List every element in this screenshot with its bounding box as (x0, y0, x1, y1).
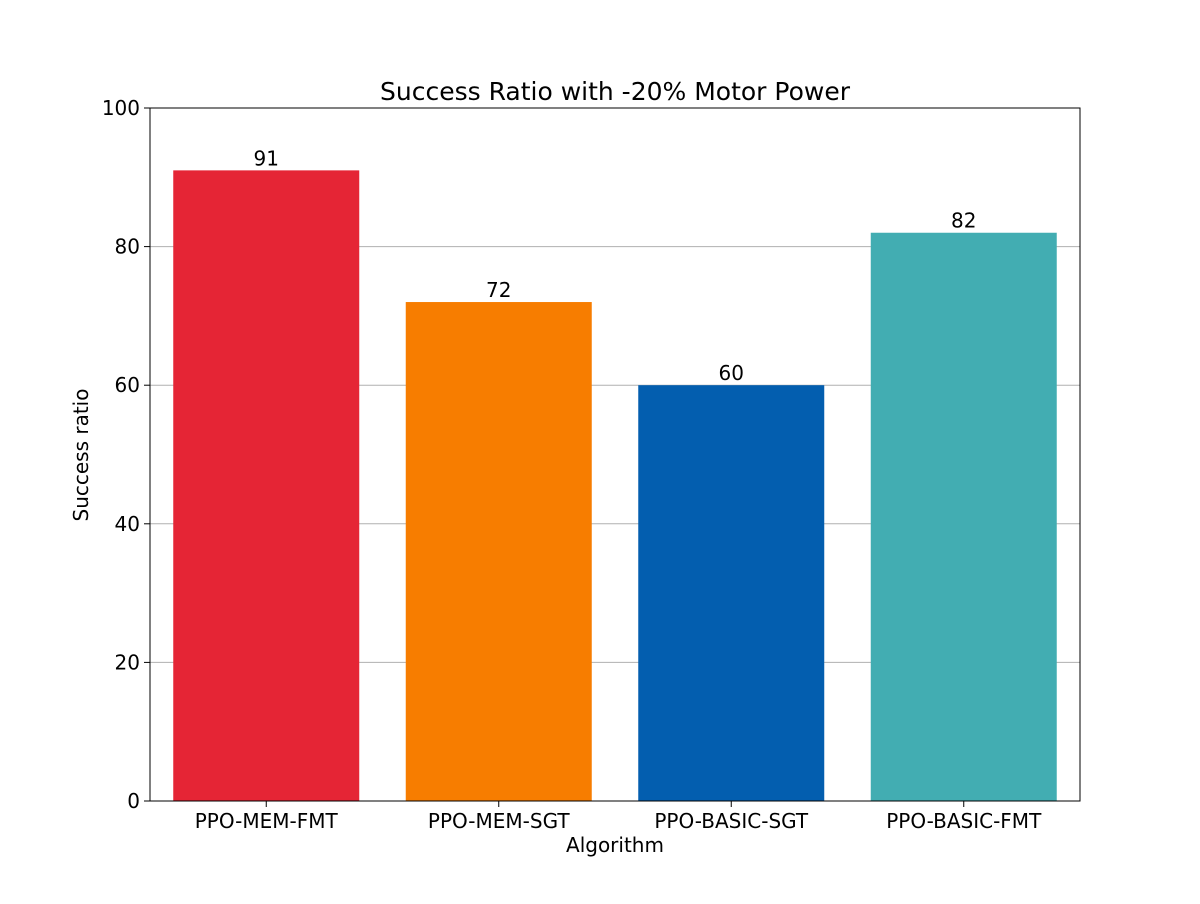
chart-title: Success Ratio with -20% Motor Power (380, 77, 851, 106)
bars (173, 170, 1057, 802)
y-tick-label: 0 (127, 789, 140, 813)
x-tick-label: PPO-MEM-FMT (195, 809, 339, 833)
x-axis-ticks: PPO-MEM-FMT PPO-MEM-SGT PPO-BASIC-SGT PPO-B… (195, 801, 1042, 833)
x-tick-label: PPO-BASIC-FMT (886, 809, 1042, 833)
bar-value-label: 60 (719, 361, 744, 385)
bar-value-label: 72 (486, 278, 511, 302)
y-tick-label: 100 (102, 96, 140, 120)
bar-value-label: 82 (951, 209, 976, 233)
axes-frame (149, 107, 1081, 802)
x-axis-label: Algorithm (566, 833, 664, 857)
bar (870, 232, 1057, 802)
y-tick-label: 40 (115, 512, 140, 536)
y-axis-label: Success ratio (69, 389, 93, 522)
y-tick-label: 60 (115, 373, 140, 397)
x-tick-label: PPO-BASIC-SGT (654, 809, 809, 833)
bar (638, 385, 825, 801)
bar (173, 170, 360, 801)
y-tick-label: 80 (115, 235, 140, 259)
bar (405, 302, 592, 801)
y-tick-label: 20 (115, 650, 140, 674)
x-tick-label: PPO-MEM-SGT (428, 809, 570, 833)
value-labels: 91 72 60 82 (254, 146, 977, 385)
bar-value-label: 91 (254, 146, 279, 170)
y-axis-ticks: 0 20 40 60 80 100 (102, 96, 150, 813)
